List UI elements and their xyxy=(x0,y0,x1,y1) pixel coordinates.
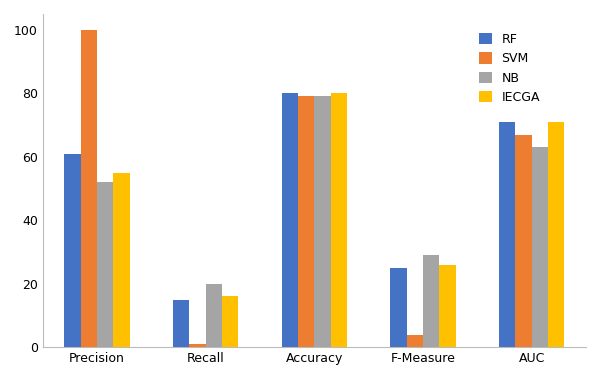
Bar xyxy=(190,344,206,347)
Bar xyxy=(80,30,97,347)
Bar xyxy=(499,122,515,347)
Bar xyxy=(314,96,331,347)
Bar xyxy=(282,93,298,347)
Bar xyxy=(515,135,532,347)
Bar xyxy=(407,335,423,347)
Bar xyxy=(206,284,222,347)
Bar xyxy=(298,96,314,347)
Bar xyxy=(97,182,113,347)
Bar xyxy=(64,153,80,347)
Bar xyxy=(548,122,565,347)
Bar xyxy=(173,300,190,347)
Legend: RF, SVM, NB, IECGA: RF, SVM, NB, IECGA xyxy=(473,27,546,110)
Bar xyxy=(391,268,407,347)
Bar xyxy=(423,255,439,347)
Bar xyxy=(331,93,347,347)
Bar xyxy=(222,296,238,347)
Bar xyxy=(113,172,130,347)
Bar xyxy=(532,147,548,347)
Bar xyxy=(439,265,455,347)
